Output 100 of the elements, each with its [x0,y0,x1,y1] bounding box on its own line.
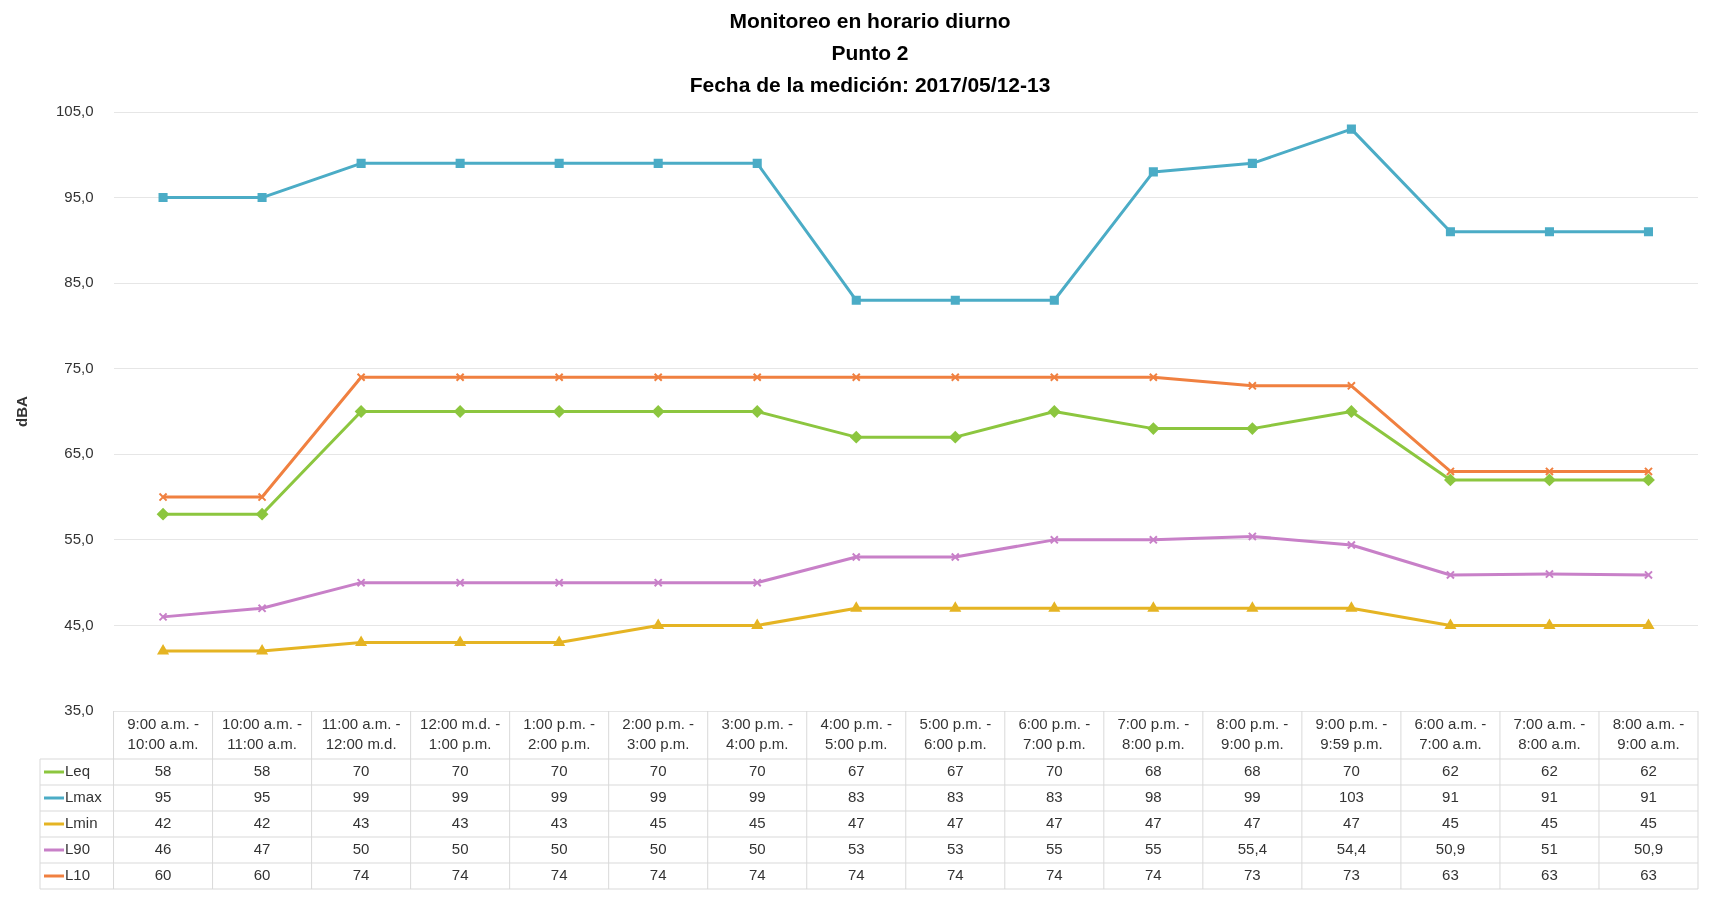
point [257,193,267,203]
point [652,619,664,629]
data-label: 70 [550,762,568,780]
point [356,578,366,588]
data-label: 47 [946,814,964,832]
data-label: 54,4 [1336,840,1366,858]
data-label: 50 [748,840,766,858]
point [1148,602,1159,612]
point [455,578,465,588]
data-label: 62 [1442,762,1459,780]
data-label: 68 [1145,762,1162,780]
legend-label: Leq [65,762,91,780]
data-label: 43 [352,814,370,832]
point [1643,570,1654,580]
data-label: 74 [1145,866,1162,884]
point [554,158,564,168]
data-label: 47 [1145,814,1162,832]
data-label: 45 [1640,814,1657,832]
point [256,645,268,655]
point [1345,405,1358,418]
data-label: 43 [550,814,568,832]
data-label: 45 [748,814,766,832]
data-label: 47 [847,814,865,832]
x-tick-label: 2:00 p.m. - 3:00 p.m. [622,715,695,753]
data-label: 73 [1343,866,1360,884]
data-label: 74 [946,866,964,884]
y-tick-label: 105,0 [55,102,94,120]
data-label: 53 [946,840,964,858]
point [1642,473,1655,486]
x-tick-label: 3:00 p.m. - 4:00 p.m. [721,715,794,753]
data-label: 74 [748,866,766,884]
data-label: 45 [1442,814,1459,832]
y-tick-label: 65,0 [64,444,94,462]
point [949,431,962,444]
y-tick-label: 55,0 [64,530,94,547]
point [1445,570,1455,580]
text: Monitoreo en horario diurno [729,8,1011,32]
data-label: 50,9 [1633,840,1664,858]
data-label: 50 [649,840,667,858]
data-label: 99 [649,788,667,806]
point [653,372,663,382]
data-label: 73 [1244,866,1261,884]
point [1445,227,1455,237]
legend-label: L90 [65,840,91,858]
x-tick-label: 10:00 a.m. - 11:00 a.m. [222,715,303,753]
point [356,372,366,382]
data-label: 95 [253,788,271,806]
point [1444,473,1457,486]
data-label: 74 [352,866,370,884]
point [950,295,960,305]
point [158,612,168,622]
point [653,158,663,168]
x-tick-label: 11:00 a.m. - 12:00 m.d. [321,715,401,753]
point [1148,167,1158,177]
data-label: 55,4 [1237,840,1267,858]
data-label: 42 [253,814,271,832]
data-label: 55 [1045,840,1063,858]
data-label: 47 [1343,814,1360,832]
data-label: 50 [451,840,469,858]
point [1049,372,1059,382]
data-label: 98 [1145,788,1162,806]
x-tick-label: 7:00 p.m. - 8:00 p.m. [1117,715,1190,753]
data-label: 47 [253,840,271,858]
point [355,636,367,647]
point [257,492,267,502]
point [1247,158,1257,168]
point [1247,602,1258,612]
point [256,508,269,521]
x-tick-label: 8:00 a.m. - 9:00 a.m. [1612,715,1685,753]
point [1247,381,1257,391]
data-label: 60 [154,866,172,884]
data-label: 95 [154,788,172,806]
data-label: 60 [253,866,271,884]
point [949,602,961,612]
point [1048,405,1061,418]
point [157,508,170,521]
data-label: 62 [1640,762,1657,780]
data-label: 99 [748,788,766,806]
data-label: 67 [847,762,865,780]
data-label: 47 [1244,814,1261,832]
data-label: 70 [649,762,667,780]
point [158,492,168,502]
text: Fecha de la medición: 2017/05/12-13 [689,72,1051,96]
point [752,578,762,588]
data-label: 91 [1640,788,1657,806]
data-label: 70 [748,762,766,780]
point [1048,602,1060,612]
point [1049,535,1059,545]
x-tick-label: 12:00 m.d. - 1:00 p.m. [420,715,501,753]
x-tick-label: 4:00 p.m. - 5:00 p.m. [820,715,893,753]
point [950,372,960,382]
point [356,158,366,168]
point [1544,569,1554,579]
data-label: 63 [1541,866,1558,884]
data-label: 53 [847,840,865,858]
data-label: 63 [1442,866,1459,884]
data-label: 47 [1045,814,1063,832]
data-label: 42 [154,814,172,832]
data-label: 103 [1338,788,1364,806]
data-label: 58 [253,762,271,780]
